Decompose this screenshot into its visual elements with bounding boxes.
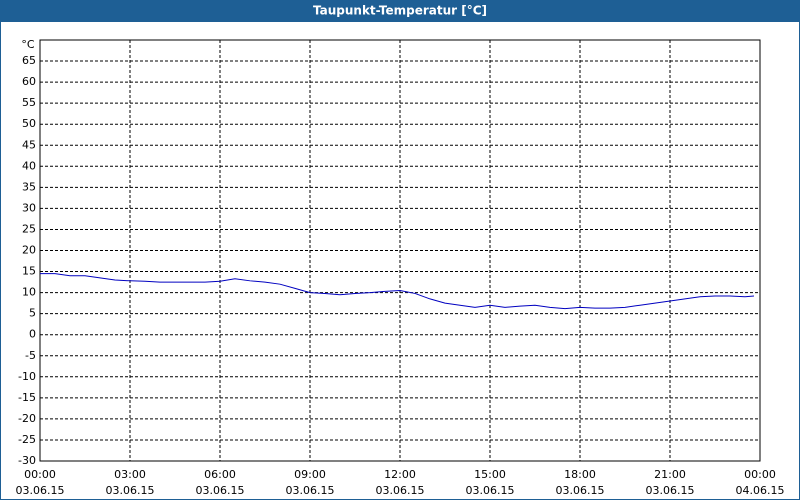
y-tick-label: 0	[29, 328, 36, 341]
y-tick-label: 50	[22, 117, 36, 130]
x-tick-label: 03:00	[114, 468, 146, 481]
y-tick-label: -25	[18, 433, 36, 446]
x-tick-date: 03.06.15	[376, 484, 425, 497]
x-tick-date: 03.06.15	[106, 484, 155, 497]
x-tick-label: 09:00	[294, 468, 326, 481]
x-tick-date: 03.06.15	[556, 484, 605, 497]
y-tick-label: 40	[22, 159, 36, 172]
chart-title: Taupunkt-Temperatur [°C]	[313, 4, 487, 18]
y-tick-label: 55	[22, 96, 36, 109]
x-tick-label: 18:00	[564, 468, 596, 481]
x-tick-date: 03.06.15	[646, 484, 695, 497]
y-unit: °C	[21, 38, 35, 51]
x-tick-label: 00:00	[24, 468, 56, 481]
x-tick-date: 04.06.15	[736, 484, 785, 497]
y-tick-label: 5	[29, 307, 36, 320]
x-tick-label: 06:00	[204, 468, 236, 481]
x-tick-label: 00:00	[744, 468, 776, 481]
x-tick-label: 21:00	[654, 468, 686, 481]
y-tick-label: -20	[18, 412, 36, 425]
x-tick-date: 03.06.15	[16, 484, 65, 497]
y-tick-label: 45	[22, 138, 36, 151]
y-tick-label: 15	[22, 265, 36, 278]
y-tick-label: -30	[18, 454, 36, 467]
x-tick-date: 03.06.15	[196, 484, 245, 497]
x-tick-date: 03.06.15	[466, 484, 515, 497]
y-tick-label: -10	[18, 370, 36, 383]
y-tick-label: 25	[22, 222, 36, 235]
y-tick-label: 20	[22, 244, 36, 257]
y-tick-label: 10	[22, 286, 36, 299]
x-tick-label: 12:00	[384, 468, 416, 481]
y-tick-label: 30	[22, 201, 36, 214]
data-line	[40, 273, 755, 310]
y-tick-label: 60	[22, 75, 36, 88]
y-tick-label: 35	[22, 180, 36, 193]
title-bar	[0, 0, 800, 22]
y-tick-label: -15	[18, 391, 36, 404]
y-tick-label: -5	[25, 349, 36, 362]
y-tick-label: 65	[22, 54, 36, 67]
x-tick-date: 03.06.15	[286, 484, 335, 497]
x-tick-label: 15:00	[474, 468, 506, 481]
plot-border	[39, 39, 761, 462]
